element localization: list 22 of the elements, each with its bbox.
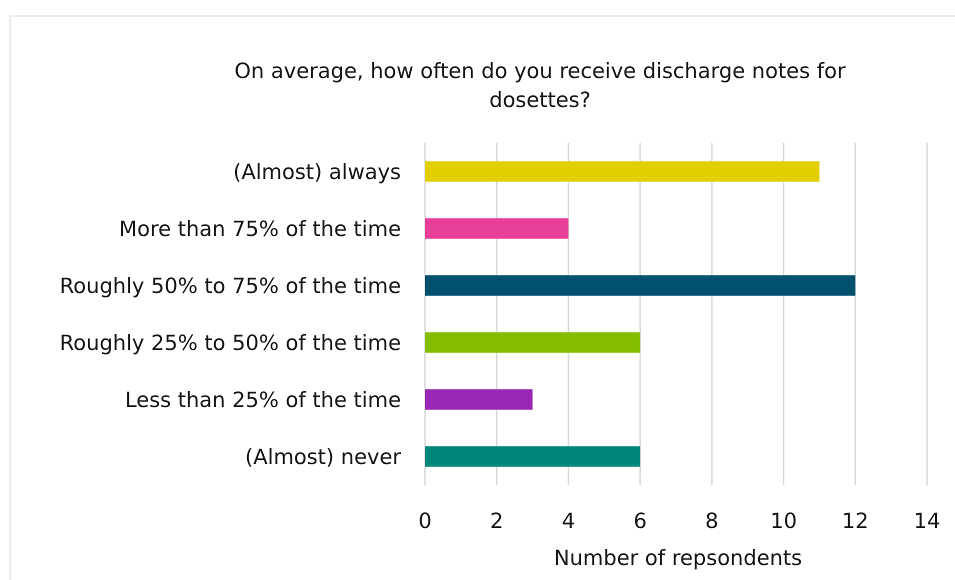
x-tick-label: 12 [842, 509, 869, 533]
y-tick-label: Roughly 50% to 75% of the time [60, 274, 401, 298]
bar [425, 218, 568, 239]
y-tick-label: More than 75% of the time [119, 216, 401, 241]
bar [425, 389, 533, 410]
chart-title: On average, how often do you receive discharge notes for dosettes? [234, 59, 846, 112]
y-tick-label: (Almost) always [233, 160, 401, 184]
bar [425, 446, 640, 467]
y-tick-label: Roughly 25% to 50% of the time [60, 330, 401, 355]
x-tick-label: 8 [705, 509, 719, 533]
y-tick-label: (Almost) never [245, 444, 402, 469]
x-tick-label: 0 [418, 509, 432, 533]
bar [425, 275, 856, 296]
bar [425, 161, 820, 182]
x-tick-label: 14 [914, 509, 940, 533]
y-tick-label: Less than 25% of the time [124, 388, 401, 412]
bar [425, 332, 640, 353]
x-tick-label: 6 [633, 509, 647, 533]
x-tick-label: 4 [562, 509, 576, 533]
x-axis-title: Number of repsondents [554, 546, 802, 570]
x-tick-label: 2 [490, 509, 504, 533]
x-tick-label: 10 [770, 509, 797, 533]
